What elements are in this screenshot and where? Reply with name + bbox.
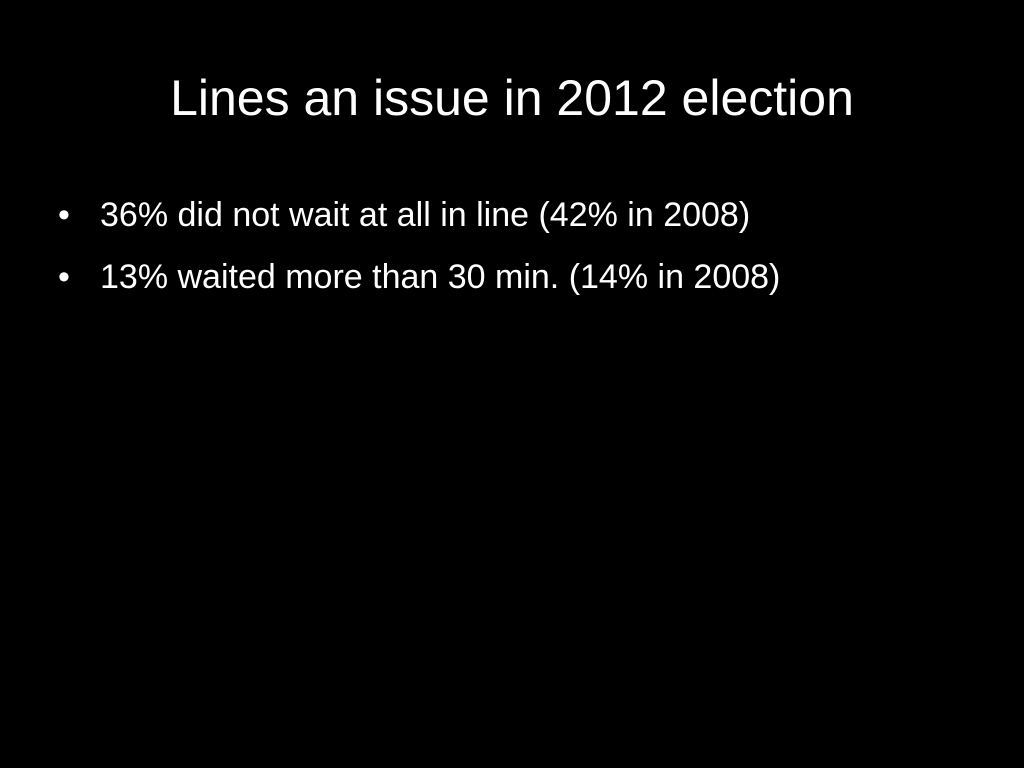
bullet-icon: • [58, 258, 70, 296]
bullet-text: 13% waited more than 30 min. (14% in 200… [100, 258, 781, 296]
bullet-list: • 36% did not wait at all in line (42% i… [58, 187, 998, 311]
slide-title: Lines an issue in 2012 election [170, 70, 854, 126]
bullet-item: • 13% waited more than 30 min. (14% in 2… [58, 249, 998, 311]
bullet-text: 36% did not wait at all in line (42% in … [100, 196, 751, 234]
bullet-item: • 36% did not wait at all in line (42% i… [58, 187, 998, 249]
bullet-icon: • [58, 196, 70, 234]
